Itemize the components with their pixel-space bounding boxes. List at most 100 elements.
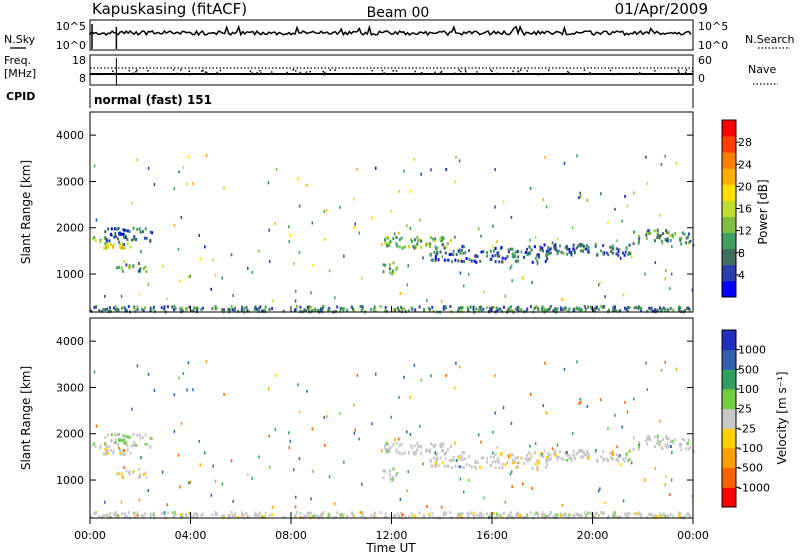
echo-cell-9	[457, 309, 460, 313]
freq-dot	[609, 69, 612, 72]
echo-cell-sparse	[275, 374, 278, 378]
echo-cell-9	[423, 308, 425, 311]
echo-cell-9	[489, 513, 492, 517]
echo-cell-6	[501, 462, 504, 466]
echo-cell-9	[407, 309, 410, 313]
echo-cell-sparse	[492, 224, 494, 228]
echo-cell-sparse	[275, 168, 278, 172]
echo-cell-9	[346, 308, 349, 312]
echo-cell-sparse	[258, 455, 260, 459]
echo-cell-5	[408, 450, 411, 454]
echo-cell-sparse	[136, 364, 139, 368]
echo-cell-7	[587, 456, 590, 460]
echo-cell-9	[492, 305, 495, 309]
echo-cell-9	[633, 306, 636, 310]
echo-cell-9	[140, 513, 143, 517]
echo-cell-sparse	[616, 239, 618, 243]
echo-cell-9	[400, 305, 403, 309]
echo-cell-3	[117, 433, 119, 437]
echo-cell-9	[179, 513, 182, 517]
echo-cell-5	[444, 451, 447, 455]
echo-cell-7	[554, 243, 557, 247]
echo-cell-9	[374, 309, 377, 313]
echo-cell-sparse	[289, 233, 292, 237]
echo-cell-8	[687, 438, 690, 442]
echo-cell-6	[492, 249, 495, 253]
echo-cell-9	[418, 305, 421, 309]
freq-dot	[684, 71, 687, 74]
echo-cell-9	[299, 305, 302, 309]
echo-cell-sparse	[604, 295, 606, 299]
echo-cell-9	[472, 511, 475, 515]
echo-cell-7	[543, 243, 546, 247]
echo-cell-6	[434, 453, 437, 456]
echo-cell-8	[632, 242, 635, 246]
echo-cell-sparse	[140, 250, 142, 254]
echo-cell-sparse	[621, 425, 623, 429]
echo-cell-sparse	[95, 218, 98, 222]
freq-dot	[440, 70, 443, 73]
echo-cell-8	[679, 238, 682, 242]
echo-cell-6	[447, 464, 450, 468]
echo-cell-sparse	[182, 372, 185, 375]
echo-cell-9	[672, 514, 675, 518]
echo-cell-9	[414, 514, 417, 518]
echo-cell-1	[107, 246, 109, 249]
echo-cell-6	[482, 456, 485, 460]
echo-cell-9	[568, 307, 571, 311]
echo-cell-9	[334, 309, 337, 313]
echo-cell-2	[128, 266, 131, 270]
echo-cell-5	[398, 444, 401, 448]
echo-cell-9	[502, 305, 505, 309]
echo-cell-6	[431, 258, 434, 262]
echo-cell-9	[593, 513, 596, 517]
echo-cell-5	[398, 238, 401, 242]
echo-cell-sparse	[295, 289, 297, 293]
noise-search-label: N.Search	[745, 33, 795, 46]
echo-cell-4	[392, 271, 395, 275]
echo-cell-3	[123, 434, 126, 438]
echo-cell-6	[489, 455, 492, 459]
echo-cell-7	[610, 250, 613, 254]
echo-cell-2	[145, 476, 148, 479]
echo-cell-6	[486, 251, 488, 255]
echo-cell-6	[515, 259, 518, 263]
echo-cell-5	[384, 444, 386, 448]
echo-cell-9	[350, 511, 353, 515]
echo-cell-9	[202, 512, 204, 516]
noise-left-tick-high: 10^5	[56, 20, 86, 33]
xtick-label: 12:00	[376, 529, 408, 542]
echo-cell-7	[560, 456, 563, 460]
echo-cell-6	[436, 251, 439, 255]
echo-cell-6	[451, 466, 454, 470]
echo-cell-5	[420, 239, 423, 243]
echo-cell-9	[547, 308, 550, 312]
echo-cell-sparse	[586, 198, 589, 202]
echo-cell-2	[144, 265, 147, 269]
echo-cell-sparse	[147, 489, 149, 493]
echo-cell-9	[683, 309, 686, 313]
echo-cell-9	[133, 305, 136, 309]
echo-cell-9	[469, 511, 472, 515]
echo-cell-8	[656, 236, 659, 239]
echo-cell-9	[515, 307, 517, 311]
echo-cell-6	[452, 249, 455, 253]
freq-dot	[309, 70, 311, 73]
echo-cell-9	[261, 309, 264, 313]
freq-dot	[454, 72, 456, 74]
echo-cell-3	[145, 442, 148, 446]
echo-cell-6	[534, 256, 537, 260]
echo-cell-8	[689, 445, 692, 449]
echo-cell-sparse	[147, 372, 150, 376]
echo-cell-6	[494, 466, 497, 470]
echo-cell-sparse	[375, 372, 377, 376]
colorbar-segment	[722, 136, 736, 153]
echo-cell-5	[429, 450, 431, 454]
echo-cell-sparse	[267, 387, 270, 391]
echo-cell-6	[526, 459, 529, 463]
echo-cell-8	[648, 229, 651, 233]
echo-cell-9	[479, 511, 482, 515]
echo-cell-sparse	[123, 260, 125, 263]
echo-cell-9	[149, 512, 152, 516]
